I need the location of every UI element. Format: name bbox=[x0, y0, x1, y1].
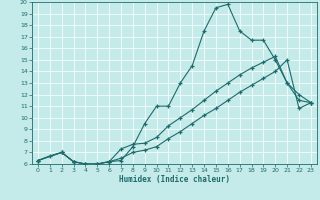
X-axis label: Humidex (Indice chaleur): Humidex (Indice chaleur) bbox=[119, 175, 230, 184]
